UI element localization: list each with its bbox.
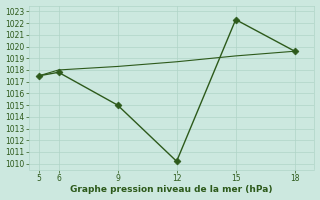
X-axis label: Graphe pression niveau de la mer (hPa): Graphe pression niveau de la mer (hPa) (70, 185, 273, 194)
